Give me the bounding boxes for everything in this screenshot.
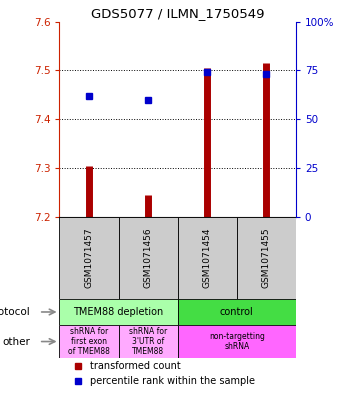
Bar [119, 325, 177, 358]
Text: percentile rank within the sample: percentile rank within the sample [90, 376, 255, 386]
Text: transformed count: transformed count [90, 361, 181, 371]
Bar [119, 217, 177, 299]
Bar [177, 217, 237, 299]
Title: GDS5077 / ILMN_1750549: GDS5077 / ILMN_1750549 [91, 7, 265, 20]
Text: control: control [220, 307, 254, 317]
Bar [237, 217, 296, 299]
Text: other: other [2, 336, 30, 347]
Text: shRNA for
3'UTR of
TMEM88: shRNA for 3'UTR of TMEM88 [129, 327, 167, 356]
Bar [59, 325, 119, 358]
Bar [177, 325, 296, 358]
Text: protocol: protocol [0, 307, 30, 317]
Text: non-targetting
shRNA: non-targetting shRNA [209, 332, 265, 351]
Bar [59, 299, 177, 325]
Bar [177, 299, 296, 325]
Text: GSM1071455: GSM1071455 [262, 228, 271, 288]
Text: GSM1071456: GSM1071456 [143, 228, 153, 288]
Text: TMEM88 depletion: TMEM88 depletion [73, 307, 164, 317]
Text: GSM1071457: GSM1071457 [85, 228, 94, 288]
Text: shRNA for
first exon
of TMEM88: shRNA for first exon of TMEM88 [68, 327, 110, 356]
Text: GSM1071454: GSM1071454 [203, 228, 212, 288]
Bar [59, 217, 119, 299]
